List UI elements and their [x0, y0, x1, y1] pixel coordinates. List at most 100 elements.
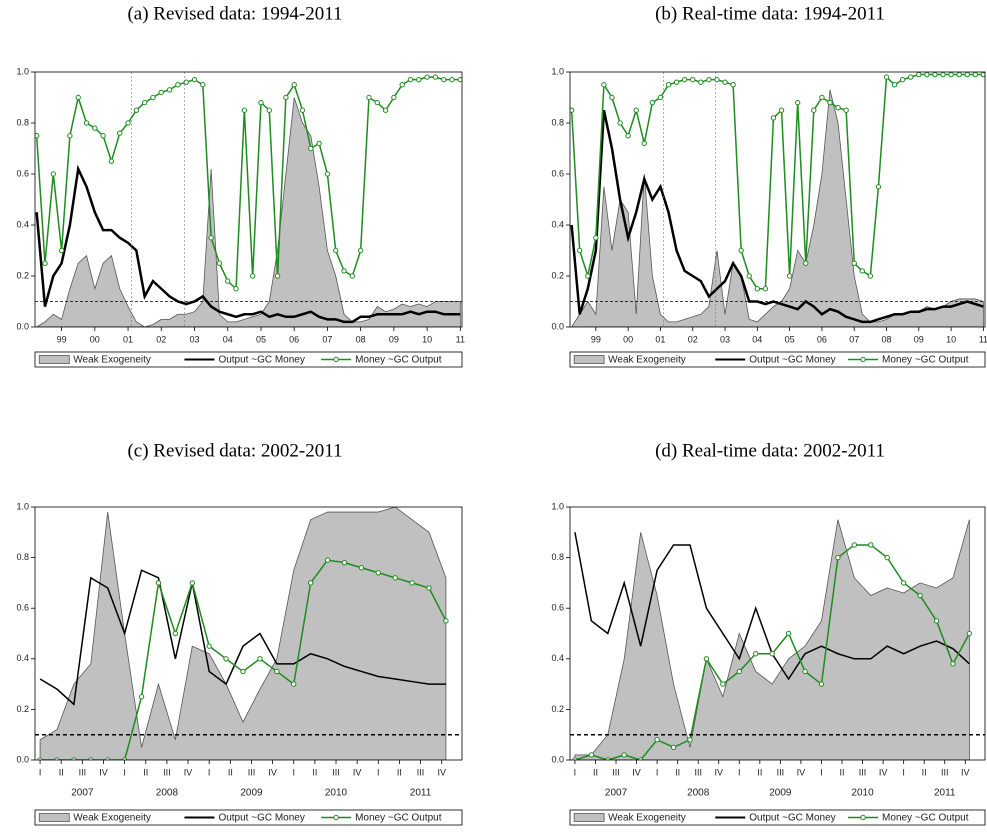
year-label: 2011 [410, 788, 432, 799]
x-tick-label: I [820, 767, 823, 777]
x-tick-label: 09 [914, 334, 924, 344]
money-marker [391, 94, 397, 101]
plot-area [35, 507, 462, 760]
x-tick-label: IV [437, 767, 446, 777]
x-tick-label: III [79, 767, 87, 777]
money-marker [746, 273, 752, 279]
money-marker [570, 107, 575, 113]
x-tick-label: I [656, 767, 659, 777]
money-marker [150, 94, 156, 101]
legend-swatch [573, 355, 605, 364]
x-tick-label: II [593, 767, 598, 777]
x-tick-label: II [922, 767, 927, 777]
money-marker [158, 89, 164, 96]
money-marker [133, 107, 140, 113]
money-marker [665, 82, 672, 88]
y-tick-label: 0.6 [551, 168, 564, 178]
money-marker [899, 76, 906, 83]
panel: (c) Revised data: 2002-2011 0.0 0.2 0.4 0.6 0… [16, 440, 463, 826]
legend-label: Money ~GC Output [882, 355, 969, 366]
money-marker [576, 247, 583, 254]
y-tick-label: 0.4 [16, 653, 29, 663]
y-tick-label: 0.8 [551, 117, 564, 127]
money-marker [859, 268, 865, 274]
money-marker [206, 643, 212, 649]
x-tick-label: 05 [256, 334, 266, 344]
y-tick-label: 0.6 [551, 603, 564, 613]
money-marker [92, 125, 98, 131]
x-tick-label: 99 [57, 334, 67, 344]
money-marker [117, 130, 123, 136]
money-marker [868, 542, 874, 548]
legend-label: Output ~GC Money [749, 813, 835, 824]
money-marker [625, 133, 631, 139]
x-tick-label: 07 [849, 334, 859, 344]
money-marker [908, 74, 914, 80]
money-marker [42, 260, 48, 266]
money-marker [803, 260, 809, 266]
money-marker [851, 542, 858, 548]
x-tick-label: IV [714, 767, 723, 777]
legend-label: Money ~GC Output [355, 813, 442, 824]
money-marker [333, 247, 339, 254]
legend-box [34, 809, 463, 826]
money-marker [58, 247, 65, 254]
money-marker [964, 72, 970, 78]
money-marker [189, 580, 195, 586]
money-marker [802, 668, 808, 675]
x-tick-label: III [859, 767, 867, 777]
money-marker [972, 72, 979, 78]
y-tick-label: 0.4 [551, 219, 564, 229]
year-label: 2008 [156, 788, 179, 799]
x-tick-label: II [143, 767, 148, 777]
x-tick-label: 08 [881, 334, 891, 344]
money-marker [100, 133, 106, 139]
money-line [35, 76, 461, 291]
money-marker [441, 76, 447, 83]
y-tick-label: 0.0 [551, 321, 564, 331]
money-marker [75, 94, 81, 101]
money-marker [341, 559, 348, 566]
money-marker [593, 235, 599, 241]
x-tick-label: III [417, 767, 425, 777]
money-marker [687, 737, 693, 743]
x-tick-label: II [312, 767, 317, 777]
y-tick-label: 1.0 [551, 66, 564, 76]
legend-label: Money ~GC Output [355, 355, 442, 366]
x-tick-label: II [757, 767, 762, 777]
legend-label: Output ~GC Money [749, 355, 835, 366]
money-marker [291, 681, 297, 687]
money-marker [291, 82, 297, 88]
money-marker [835, 105, 841, 111]
chart-title: (d) Real-time data: 2002-2011 [655, 440, 885, 461]
y-tick-label: 0.8 [551, 552, 564, 562]
y-tick-label: 1.0 [551, 501, 564, 511]
money-marker [698, 79, 704, 85]
money-marker [138, 694, 145, 700]
money-marker [358, 565, 365, 571]
plot-frame [569, 506, 986, 761]
panel: (b) Real-time data: 1994-2011 0.0 0.2 0.4 0.… [551, 3, 987, 368]
legend-label: Output ~GC Money [218, 355, 304, 366]
exogeneity-area [574, 519, 970, 760]
x-tick-label: 04 [223, 334, 233, 344]
chart-title: (c) Revised data: 2002-2011 [127, 440, 342, 461]
money-line [570, 73, 984, 290]
x-tick-label: I [39, 767, 42, 777]
money-marker [341, 268, 347, 274]
money-marker [357, 247, 364, 254]
x-tick-label: I [377, 767, 380, 777]
money-marker [785, 630, 792, 637]
year-label: 2009 [769, 788, 792, 799]
money-marker [432, 74, 439, 80]
x-tick-label: IV [797, 767, 806, 777]
year-label: 2011 [934, 788, 956, 799]
money-marker [819, 94, 825, 101]
money-marker [621, 752, 627, 758]
money-marker [827, 99, 833, 106]
x-tick-label: IV [99, 767, 108, 777]
x-tick-label: III [332, 767, 340, 777]
exogeneity-area [35, 97, 461, 327]
money-marker [375, 570, 381, 576]
